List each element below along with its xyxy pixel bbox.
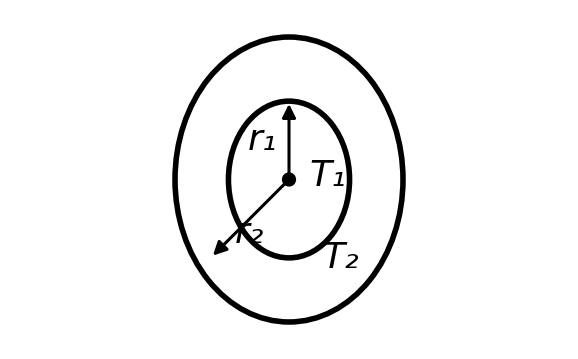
Text: T₂: T₂ [322,241,358,275]
Text: r₁: r₁ [247,123,277,157]
Text: T₁: T₁ [310,159,346,193]
Text: r₂: r₂ [235,216,265,250]
Circle shape [283,173,295,186]
